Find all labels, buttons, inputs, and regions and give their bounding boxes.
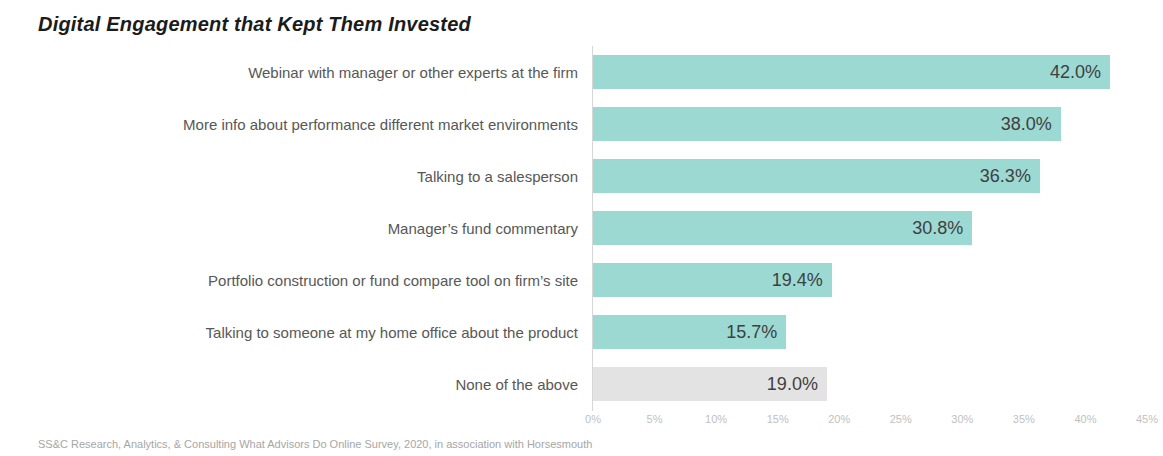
chart-row: None of the above 19.0% bbox=[0, 358, 1163, 410]
value-label: 42.0% bbox=[1050, 62, 1101, 83]
bar-track: 42.0% bbox=[593, 55, 1147, 89]
bar[interactable]: 19.4% bbox=[593, 263, 832, 297]
chart-row: Talking to someone at my home office abo… bbox=[0, 306, 1163, 358]
x-tick-label: 0% bbox=[585, 413, 601, 425]
value-label: 36.3% bbox=[980, 166, 1031, 187]
bar-track: 19.4% bbox=[593, 263, 1147, 297]
bar-track: 38.0% bbox=[593, 107, 1147, 141]
bar[interactable]: 19.0% bbox=[593, 367, 827, 401]
value-label: 19.4% bbox=[772, 270, 823, 291]
category-label: Talking to someone at my home office abo… bbox=[0, 324, 578, 341]
chart-row: Webinar with manager or other experts at… bbox=[0, 46, 1163, 98]
x-tick-label: 15% bbox=[767, 413, 789, 425]
bar-track: 36.3% bbox=[593, 159, 1147, 193]
bar[interactable]: 15.7% bbox=[593, 315, 786, 349]
slide: Digital Engagement that Kept Them Invest… bbox=[0, 0, 1163, 456]
category-label: Portfolio construction or fund compare t… bbox=[0, 272, 578, 289]
bar-track: 30.8% bbox=[593, 211, 1147, 245]
x-axis: 0%5%10%15%20%25%30%35%40%45% bbox=[593, 413, 1147, 429]
x-tick-label: 30% bbox=[951, 413, 973, 425]
chart-row: Portfolio construction or fund compare t… bbox=[0, 254, 1163, 306]
category-label: More info about performance different ma… bbox=[0, 116, 578, 133]
x-tick-label: 5% bbox=[647, 413, 663, 425]
chart-row: Manager’s fund commentary 30.8% bbox=[0, 202, 1163, 254]
bar-track: 15.7% bbox=[593, 315, 1147, 349]
bar[interactable]: 36.3% bbox=[593, 159, 1040, 193]
bar[interactable]: 30.8% bbox=[593, 211, 972, 245]
x-tick-label: 45% bbox=[1136, 413, 1158, 425]
bar-chart: Webinar with manager or other experts at… bbox=[0, 46, 1163, 410]
chart-row: More info about performance different ma… bbox=[0, 98, 1163, 150]
bar[interactable]: 38.0% bbox=[593, 107, 1061, 141]
chart-row: Talking to a salesperson 36.3% bbox=[0, 150, 1163, 202]
source-note: SS&C Research, Analytics, & Consulting W… bbox=[38, 438, 592, 450]
x-tick-label: 20% bbox=[828, 413, 850, 425]
bar-track: 19.0% bbox=[593, 367, 1147, 401]
value-label: 19.0% bbox=[767, 374, 818, 395]
value-label: 30.8% bbox=[912, 218, 963, 239]
category-label: None of the above bbox=[0, 376, 578, 393]
category-label: Manager’s fund commentary bbox=[0, 220, 578, 237]
category-label: Webinar with manager or other experts at… bbox=[0, 64, 578, 81]
x-tick-label: 10% bbox=[705, 413, 727, 425]
value-label: 38.0% bbox=[1001, 114, 1052, 135]
value-label: 15.7% bbox=[726, 322, 777, 343]
x-tick-label: 40% bbox=[1074, 413, 1096, 425]
chart-title: Digital Engagement that Kept Them Invest… bbox=[38, 13, 471, 36]
bar[interactable]: 42.0% bbox=[593, 55, 1110, 89]
x-tick-label: 35% bbox=[1013, 413, 1035, 425]
category-label: Talking to a salesperson bbox=[0, 168, 578, 185]
x-tick-label: 25% bbox=[890, 413, 912, 425]
